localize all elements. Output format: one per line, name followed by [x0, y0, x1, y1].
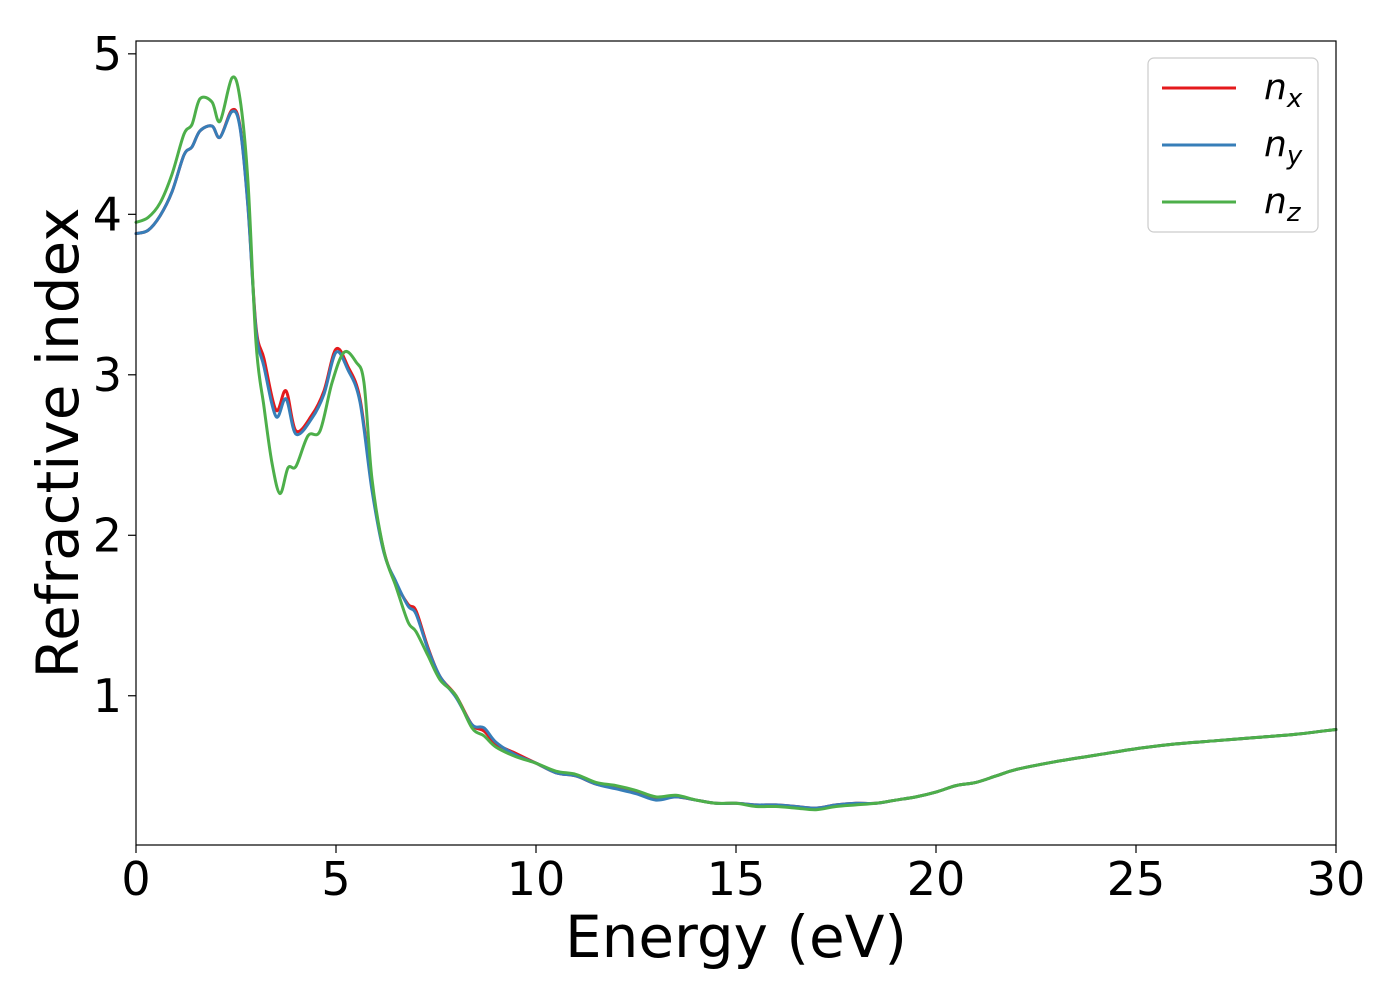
- x-axis-label: Energy (eV): [565, 903, 907, 971]
- legend-label-nz: nz: [1264, 181, 1302, 228]
- y-tick-label: 5: [93, 27, 122, 81]
- plot-area: [136, 41, 1336, 845]
- y-tick-label: 2: [93, 508, 122, 562]
- x-tick-label: 0: [121, 852, 150, 906]
- x-axis-ticks: 0 5 10 15 20 25 30: [121, 845, 1365, 906]
- y-tick-label: 1: [93, 669, 122, 723]
- x-tick-label: 30: [1307, 852, 1366, 906]
- x-tick-label: 10: [507, 852, 566, 906]
- y-tick-label: 3: [93, 348, 122, 402]
- y-axis-label: Refractive index: [24, 207, 92, 678]
- legend-label-ny: ny: [1264, 124, 1303, 171]
- legend-label-nx: nx: [1264, 67, 1303, 114]
- series-lines: [134, 75, 1338, 812]
- x-tick-label: 15: [707, 852, 766, 906]
- x-tick-label: 20: [907, 852, 966, 906]
- legend: nx ny nz: [1147, 57, 1319, 233]
- x-tick-label: 5: [321, 852, 350, 906]
- y-axis-ticks: 1 2 3 4 5: [93, 27, 136, 723]
- x-tick-label: 25: [1107, 852, 1166, 906]
- y-tick-label: 4: [93, 187, 122, 241]
- plot-frame: [135, 40, 1337, 846]
- series-line-nz: [134, 75, 1338, 812]
